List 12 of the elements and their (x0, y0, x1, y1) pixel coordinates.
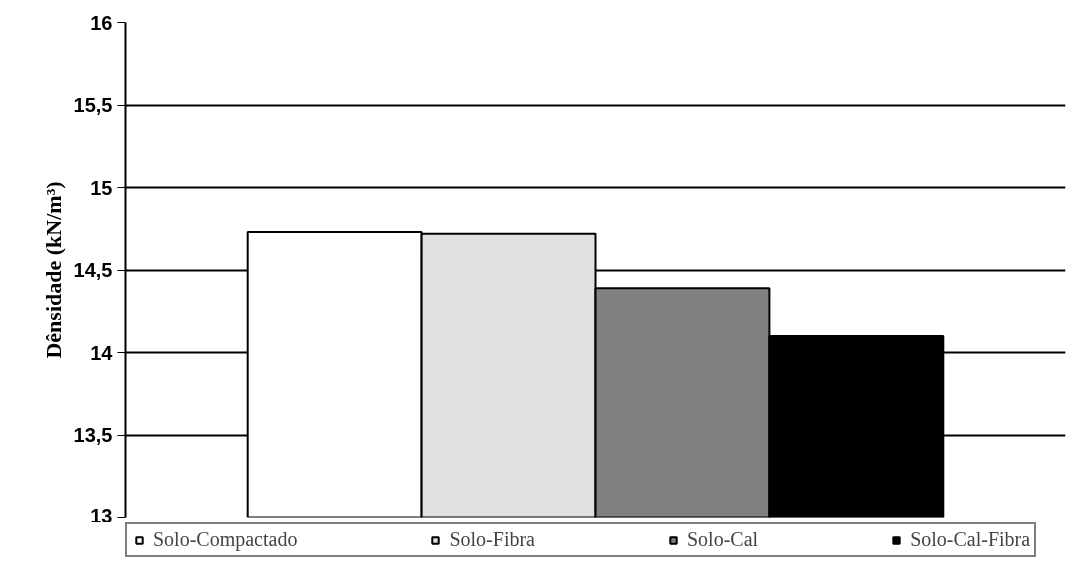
y-tick-label: 13,5 (73, 424, 113, 446)
y-tick-label: 16 (90, 11, 113, 34)
y-tick-label: 14,5 (73, 259, 113, 281)
y-tick-label: 15 (90, 176, 113, 199)
y-tick-label: 13 (90, 504, 113, 527)
legend-label: Solo-Fibra (449, 528, 535, 551)
y-tick-label: 15,5 (73, 94, 113, 116)
y-axis-title: Dênsidade (kN/m³) (40, 181, 66, 359)
legend-label: Solo-Cal-Fibra (910, 528, 1031, 551)
y-tick-label: 14 (90, 341, 114, 364)
legend-label: Solo-Compactado (153, 528, 298, 551)
legend-label: Solo-Cal (687, 528, 759, 551)
